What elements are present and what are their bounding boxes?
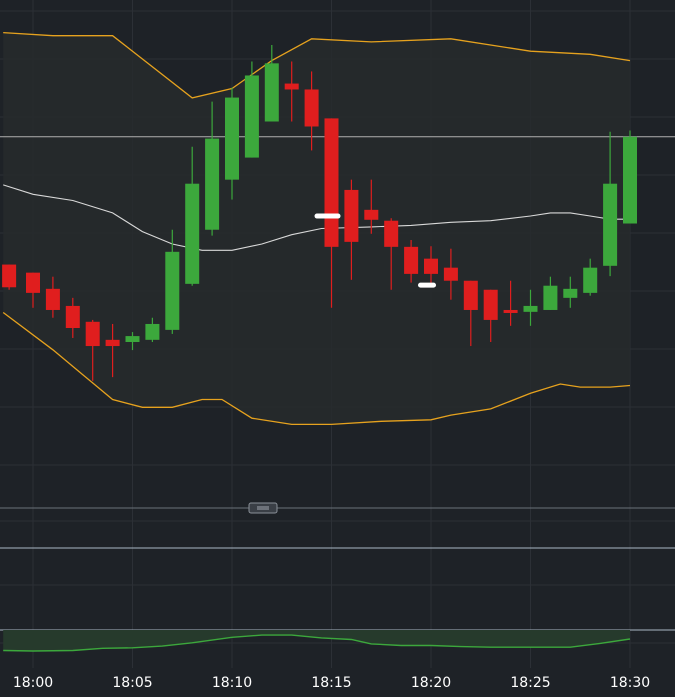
candle-up	[205, 101, 220, 236]
candle-down	[45, 276, 60, 318]
candle-up	[563, 276, 578, 308]
candle-body	[364, 209, 379, 220]
candle-up	[244, 61, 259, 158]
candle-body	[125, 336, 140, 343]
candle-up	[583, 258, 598, 296]
candle-up	[603, 131, 618, 277]
candle-down	[443, 248, 458, 300]
candle-body	[603, 183, 618, 266]
candle-down	[503, 280, 518, 326]
candle-up	[623, 130, 637, 224]
x-tick-label: 18:10	[212, 675, 252, 691]
candle-down	[2, 264, 17, 290]
band-fill-area	[3, 32, 630, 425]
candle-up	[125, 332, 140, 351]
candle-body	[344, 189, 359, 242]
candle-body	[145, 323, 160, 340]
lower-band-line	[2, 311, 631, 426]
x-tick-label: 18:30	[610, 675, 650, 691]
candle-body	[543, 285, 558, 310]
candle-body	[26, 272, 40, 293]
lower-panels	[0, 502, 675, 652]
price-marker	[418, 282, 437, 288]
candle-body	[45, 288, 60, 310]
candle-down	[483, 289, 498, 343]
candle-body	[264, 63, 279, 122]
candle-up	[225, 87, 239, 200]
price-marker	[314, 213, 341, 219]
candle-up	[185, 146, 200, 286]
candle-body	[503, 309, 518, 313]
price-markers	[314, 213, 437, 288]
candle-down	[304, 71, 319, 151]
candle-down	[85, 319, 100, 381]
x-tick-label: 18:20	[411, 675, 451, 691]
candle-body	[404, 246, 419, 274]
candle-body	[185, 183, 200, 284]
candle-body	[623, 136, 637, 224]
moving-average-line	[3, 184, 630, 251]
candle-down	[384, 218, 399, 290]
bollinger-bands	[2, 31, 631, 426]
x-tick-label: 18:15	[311, 675, 351, 691]
candle-down	[65, 297, 80, 338]
candle-body	[563, 288, 578, 298]
candle-body	[165, 251, 180, 330]
candle-down	[463, 280, 478, 347]
candle-body	[483, 289, 498, 320]
upper-band-line	[3, 31, 631, 99]
candle-down	[344, 179, 359, 280]
candle-up	[523, 289, 538, 326]
candle-body	[105, 339, 120, 347]
indicator-line	[3, 634, 631, 652]
candle-up	[264, 45, 279, 122]
candle-body	[443, 267, 458, 281]
candle-body	[225, 97, 239, 180]
candle-body	[85, 321, 100, 347]
candle-body	[65, 305, 80, 329]
candle-body	[324, 118, 339, 247]
candle-body	[244, 75, 259, 158]
candle-down	[284, 61, 299, 122]
candle-body	[523, 305, 538, 312]
candle-body	[304, 89, 319, 127]
candle-down	[364, 179, 379, 234]
candle-down	[424, 246, 438, 286]
candle-down	[105, 323, 120, 378]
candle-body	[2, 264, 17, 288]
candle-up	[543, 276, 558, 310]
candle-body	[205, 138, 220, 230]
x-tick-label: 18:25	[510, 675, 550, 691]
candle-down	[404, 239, 419, 283]
candle-up	[145, 317, 160, 343]
candle-down	[26, 272, 40, 308]
candle-body	[384, 220, 399, 247]
x-tick-label: 18:00	[13, 675, 53, 691]
x-axis-ticks: 18:00 18:05 18:10 18:15 18:20 18:25 18:30	[13, 675, 650, 691]
candle-body	[583, 267, 598, 293]
candle-body	[284, 83, 299, 90]
panel-resize-handle[interactable]	[248, 502, 278, 514]
x-tick-label: 18:05	[112, 675, 152, 691]
candles	[2, 45, 637, 381]
candle-body	[424, 258, 438, 274]
candle-up	[165, 229, 180, 334]
candle-body	[463, 280, 478, 310]
